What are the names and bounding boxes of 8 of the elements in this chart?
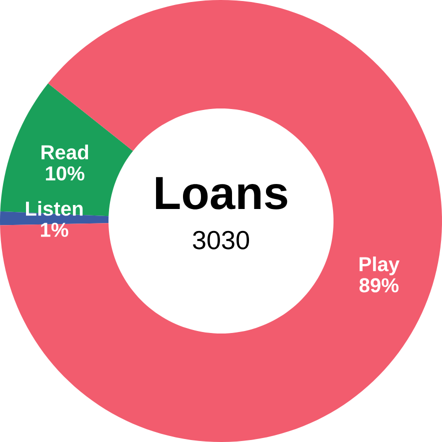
slice-label: Listen	[26, 201, 83, 216]
text: 3030	[192, 230, 250, 250]
text: Loans	[156, 177, 288, 210]
data-label: 89%	[359, 278, 399, 292]
slice-label: Play	[360, 256, 400, 276]
data-label: 10%	[46, 166, 84, 181]
slice-label: Read	[42, 144, 88, 160]
data-label: 1%	[41, 222, 68, 237]
